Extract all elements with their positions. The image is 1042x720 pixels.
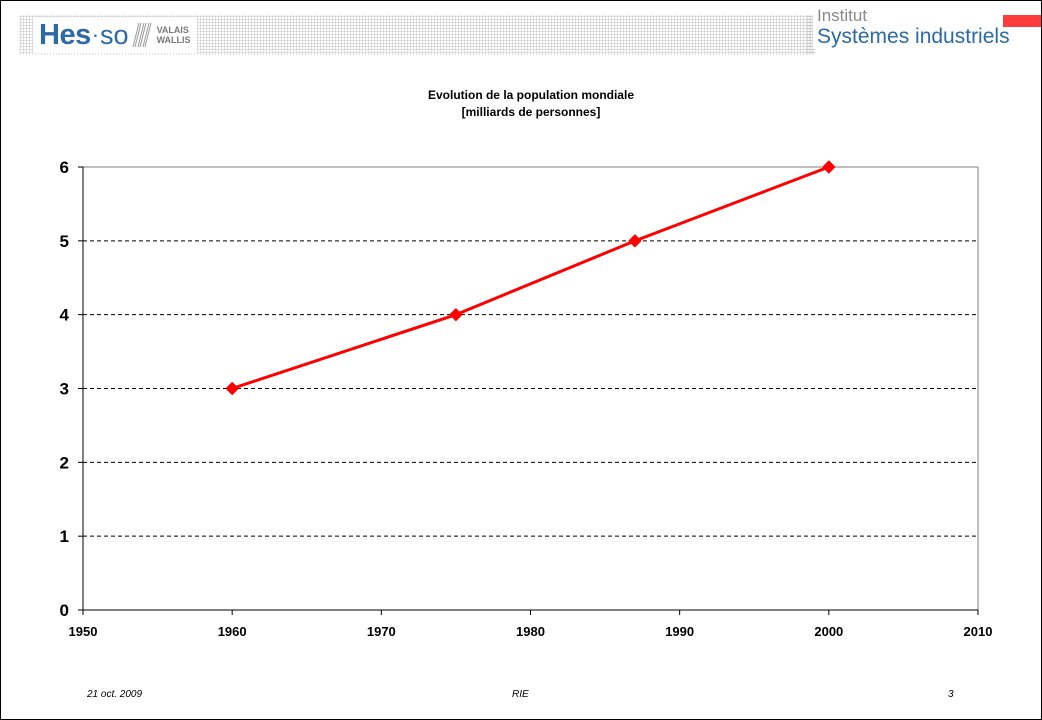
data-point-0-3	[822, 160, 836, 174]
data-point-0-0	[225, 381, 239, 396]
logo-region: VALAIS WALLIS	[157, 25, 191, 45]
x-tick-label-1: 1960	[218, 624, 247, 639]
x-tick-label-4: 1990	[665, 624, 694, 639]
chart-subtitle: [milliards de personnes]	[461, 105, 601, 119]
y-tick-label-1: 1	[60, 527, 69, 546]
y-tick-label-2: 2	[60, 453, 69, 472]
logo-slashes-icon	[132, 22, 152, 48]
x-tick-label-0: 1950	[69, 624, 98, 639]
institute-line1: Institut	[817, 6, 868, 25]
institute-line2: Systèmes industriels	[817, 25, 1010, 48]
data-point-0-2	[628, 234, 642, 248]
y-tick-label-5: 5	[60, 232, 69, 251]
y-tick-label-0: 0	[60, 601, 69, 620]
series-line-0	[231, 165, 830, 390]
logo-brand: Hes	[39, 18, 91, 51]
header-dot-pattern-right	[806, 15, 816, 55]
footer-page-number: 3	[948, 689, 954, 700]
data-point-0-1	[449, 307, 463, 322]
logo-dot: ·	[91, 22, 100, 47]
logo-suffix: so	[100, 19, 129, 50]
x-tick-label-6: 2010	[964, 624, 993, 639]
institute-label: Institut Systèmes industriels	[813, 7, 1041, 49]
y-tick-label-4: 4	[60, 306, 70, 325]
x-tick-label-5: 2000	[814, 624, 843, 639]
footer-center: RIE	[512, 689, 529, 700]
logo-region-line1: VALAIS	[156, 25, 189, 35]
x-tick-label-2: 1970	[367, 624, 396, 639]
hes-so-logo: Hes · so VALAIS WALLIS	[33, 17, 197, 53]
x-tick-label-3: 1980	[516, 624, 545, 639]
chart-title: Evolution de la population mondiale	[427, 88, 634, 102]
logo-region-line2: WALLIS	[156, 35, 191, 45]
footer-date: 21 oct. 2009	[87, 689, 143, 700]
y-tick-label-3: 3	[60, 380, 69, 399]
y-tick-label-6: 6	[60, 158, 69, 177]
accent-flag	[1003, 15, 1041, 27]
chart-title-block: Evolution de la population mondiale [mil…	[301, 87, 761, 121]
